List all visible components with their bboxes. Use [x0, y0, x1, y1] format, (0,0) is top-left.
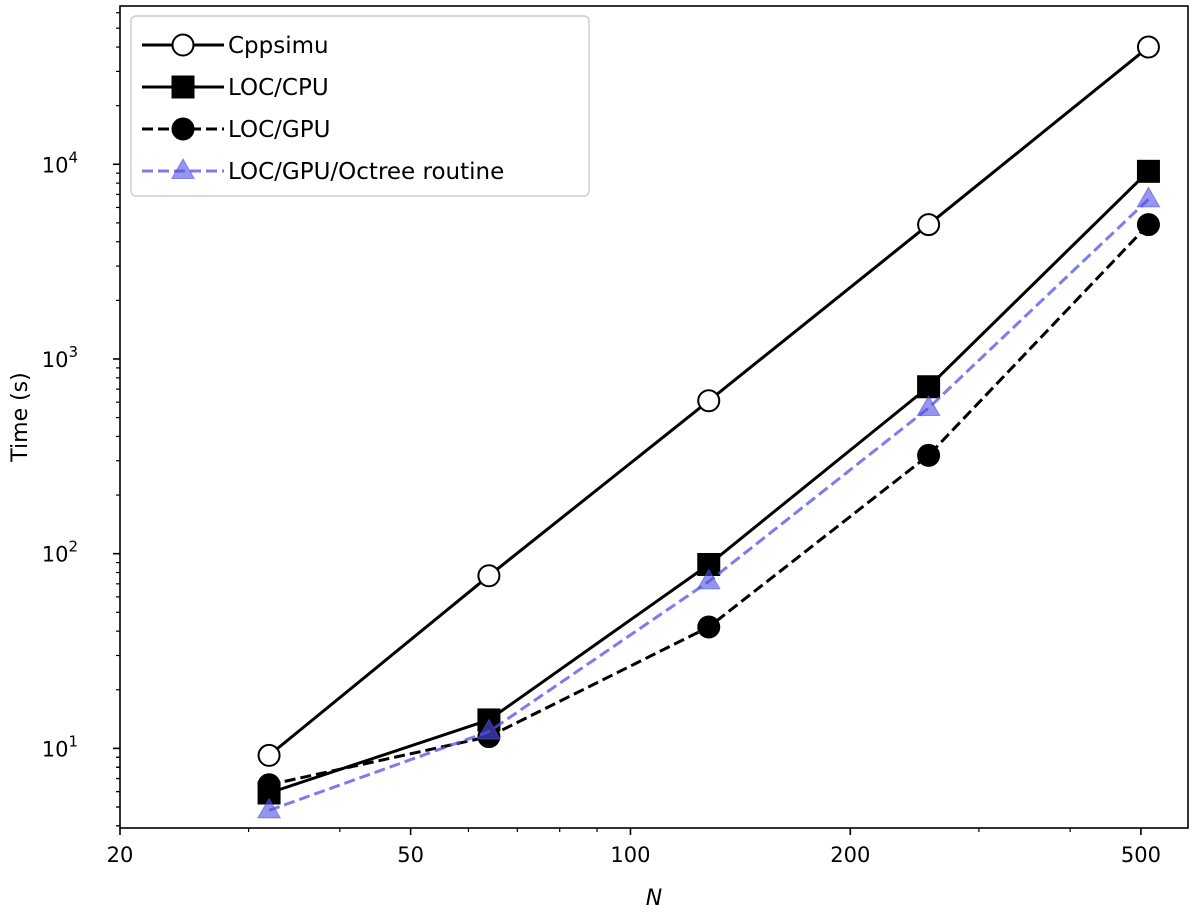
legend-label-1: LOC/CPU: [228, 75, 329, 101]
series-3-point-0: [257, 797, 282, 819]
y-tick-label-0: 101: [42, 732, 78, 761]
ticks-layer: 20 50 100 200 500 101 102 103 104: [42, 12, 1161, 867]
series-2-point-4: [1136, 213, 1160, 237]
y-tick-label-3: 104: [42, 148, 78, 177]
legend: Cppsimu LOC/CPU LOC/GPU LOC/GPU/Octree rout…: [130, 15, 590, 197]
series-2-point-3: [917, 443, 941, 467]
series-3: [257, 186, 1161, 819]
series-3-point-4: [1136, 186, 1161, 208]
series-0-point-2: [697, 389, 721, 413]
series-0-point-1: [477, 564, 501, 588]
x-tick-label-4: 500: [1121, 843, 1161, 867]
series-2-point-0: [257, 773, 281, 797]
legend-label-3: LOC/GPU/Octree routine: [228, 159, 504, 185]
legend-box: [130, 15, 590, 197]
x-tick-label-2: 100: [610, 843, 650, 867]
series-2: [257, 213, 1160, 797]
legend-label-0: Cppsimu: [228, 33, 329, 59]
y-tick-label-2: 103: [42, 343, 78, 372]
series-2-point-2: [697, 615, 721, 639]
series-0: [257, 35, 1160, 767]
x-tick-label-0: 20: [107, 843, 134, 867]
series-3-point-3: [916, 395, 941, 416]
series-3-point-1: [476, 718, 501, 740]
legend-label-2: LOC/GPU: [228, 117, 330, 143]
series-1-point-3: [917, 375, 941, 399]
series-1-point-4: [1136, 159, 1160, 183]
x-axis-label: N: [646, 886, 662, 911]
legend-marker-3: [170, 157, 196, 179]
x-tick-label-1: 50: [397, 843, 424, 867]
y-tick-label-1: 102: [42, 538, 78, 567]
series-layer: [257, 35, 1161, 819]
series-3-point-2: [696, 568, 721, 590]
legend-marker-1: [171, 75, 195, 99]
legend-marker-0: [171, 33, 195, 57]
y-axis-label: Time (s): [8, 372, 33, 462]
x-tick-label-3: 200: [830, 843, 870, 867]
series-0-point-4: [1136, 35, 1160, 59]
series-0-point-3: [917, 213, 941, 237]
series-0-point-0: [257, 743, 281, 767]
legend-marker-2: [171, 117, 195, 141]
